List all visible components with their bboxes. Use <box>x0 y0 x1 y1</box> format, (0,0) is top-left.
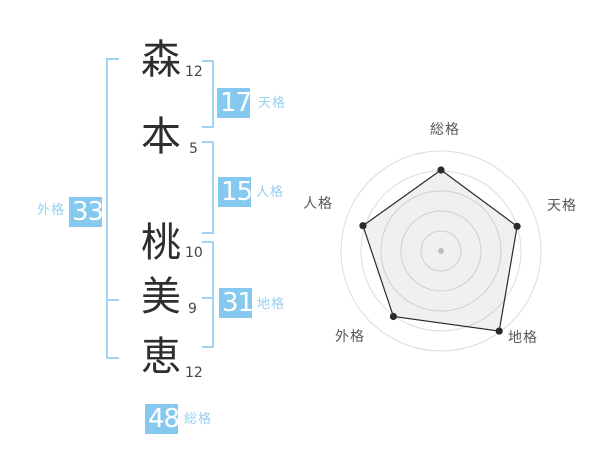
name-char-5: 恵 <box>141 334 181 380</box>
radar-axis-label: 天格 <box>547 198 577 214</box>
radar-value-polygon <box>362 169 518 332</box>
jinkaku-value-box: 15 <box>218 177 253 207</box>
radar-grid-ring <box>340 150 542 352</box>
gaikaku-bracket <box>106 58 119 359</box>
stroke-count-2: 5 <box>189 141 198 157</box>
chikaku-value-box: 31 <box>219 288 254 318</box>
gaikaku-label: 外格 <box>37 203 66 218</box>
radar-data-point <box>437 166 445 174</box>
stroke-count-5: 12 <box>185 365 203 381</box>
radar-grid-ring <box>400 210 482 292</box>
soukaku-label: 総格 <box>184 412 213 427</box>
radar-center-dot <box>438 248 444 254</box>
radar-data-point <box>513 222 521 230</box>
jinkaku-label: 人格 <box>256 185 285 200</box>
radar-data-point <box>389 312 397 321</box>
chikaku-label: 地格 <box>257 297 286 312</box>
radar-axis-label: 人格 <box>303 196 333 212</box>
tenkaku-bracket <box>202 60 214 128</box>
name-char-1: 森 <box>141 37 181 83</box>
radar-axis-label: 外格 <box>335 329 365 345</box>
jinkaku-bracket <box>202 141 214 234</box>
tenkaku-label: 天格 <box>258 96 287 111</box>
radar-data-point <box>495 327 503 335</box>
chikaku-bracket <box>202 241 214 348</box>
radar-axis-label: 地格 <box>508 330 538 346</box>
stroke-count-4: 9 <box>188 301 197 317</box>
name-char-2: 本 <box>141 114 181 160</box>
stroke-count-3: 10 <box>185 245 203 261</box>
name-char-3: 桃 <box>141 220 181 266</box>
radar-grid-ring <box>420 230 462 272</box>
radar-data-point <box>359 222 367 230</box>
radar-grid-ring <box>360 170 522 332</box>
gaikaku-value-box: 33 <box>69 197 104 227</box>
name-char-4: 美 <box>141 274 181 320</box>
stroke-count-1: 12 <box>185 64 203 80</box>
radar-grid-ring <box>380 190 502 312</box>
tenkaku-value-box: 17 <box>217 88 252 118</box>
soukaku-value-box: 48 <box>145 404 180 434</box>
radar-axis-label: 総格 <box>430 122 460 138</box>
